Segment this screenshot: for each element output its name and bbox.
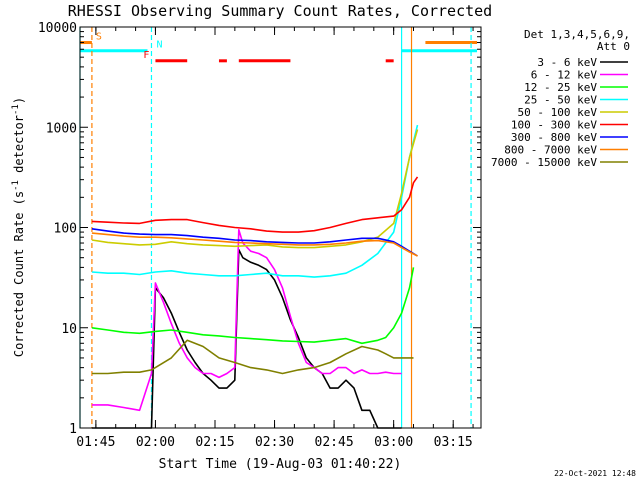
legend-title-line-1: Det 1,3,4,5,6,9, — [524, 28, 630, 41]
x-tick-label-02-00: 02:00 — [136, 435, 175, 450]
y-tick-label-10000: 10000 — [38, 21, 77, 36]
y-tick-label-10: 10 — [61, 322, 77, 337]
x-tick-label-03-15: 03:15 — [434, 435, 473, 450]
flag-f-label: F — [143, 50, 149, 61]
x-tick-label-02-45: 02:45 — [315, 435, 354, 450]
series-800-7000-kev — [91, 232, 418, 257]
axis-layer: 01:45 02:00 02:15 02:30 02:45 03:00 03:15 1 10 10… — [38, 21, 481, 450]
legend-label-100-300-kev: 100 - 300 keV — [511, 119, 597, 132]
legend-label-300-800-kev: 300 - 800 keV — [511, 131, 597, 144]
footer-timestamp: 22-Oct-2021 12:48 — [554, 469, 636, 478]
flag-layer: S NF — [80, 32, 478, 63]
x-tick-label-03-00: 03:00 — [374, 435, 413, 450]
series-layer — [91, 124, 419, 429]
y-tick-label-1000: 1000 — [46, 121, 77, 136]
y-tick-label-100: 100 — [54, 222, 77, 237]
plot-frame — [79, 26, 482, 429]
legend-title-line-2: Att 0 — [597, 40, 630, 53]
series-25-50-kev — [91, 124, 419, 278]
series-100-300-kev — [91, 176, 419, 233]
x-tick-label-02-15: 02:15 — [195, 435, 234, 450]
y-tick-label-1: 1 — [69, 422, 77, 437]
legend-label-7000-15000-kev: 7000 - 15000 keV — [491, 156, 597, 169]
series-50-100-kev — [91, 129, 419, 249]
y-axis-label: Corrected Count Rate (s-1 detector-1) — [11, 97, 26, 357]
legend-label-50-100-kev: 50 - 100 keV — [518, 106, 598, 119]
series-12-25-kev — [91, 267, 415, 345]
series-6-12-kev — [91, 228, 402, 412]
legend-label-3-6-kev: 3 - 6 keV — [537, 56, 597, 69]
x-tick-label-02-30: 02:30 — [255, 435, 294, 450]
flag-s-label: S — [96, 32, 102, 43]
legend-label-12-25-kev: 12 - 25 keV — [524, 81, 597, 94]
flag-n-label: N — [156, 40, 162, 51]
legend-label-800-7000-kev: 800 - 7000 keV — [504, 144, 597, 157]
series-3-6-kev — [91, 248, 402, 429]
x-axis-label: Start Time (19-Aug-03 01:40:22) — [159, 457, 402, 472]
legend-label-25-50-kev: 25 - 50 keV — [524, 94, 597, 107]
chart-title: RHESSI Observing Summary Count Rates, Co… — [68, 2, 492, 20]
series-300-800-kev — [91, 228, 418, 257]
series-7000-15000-kev — [91, 339, 414, 375]
legend-label-6-12-kev: 6 - 12 keV — [531, 69, 598, 82]
vline-layer — [79, 27, 472, 428]
x-tick-label-01-45: 01:45 — [76, 435, 115, 450]
